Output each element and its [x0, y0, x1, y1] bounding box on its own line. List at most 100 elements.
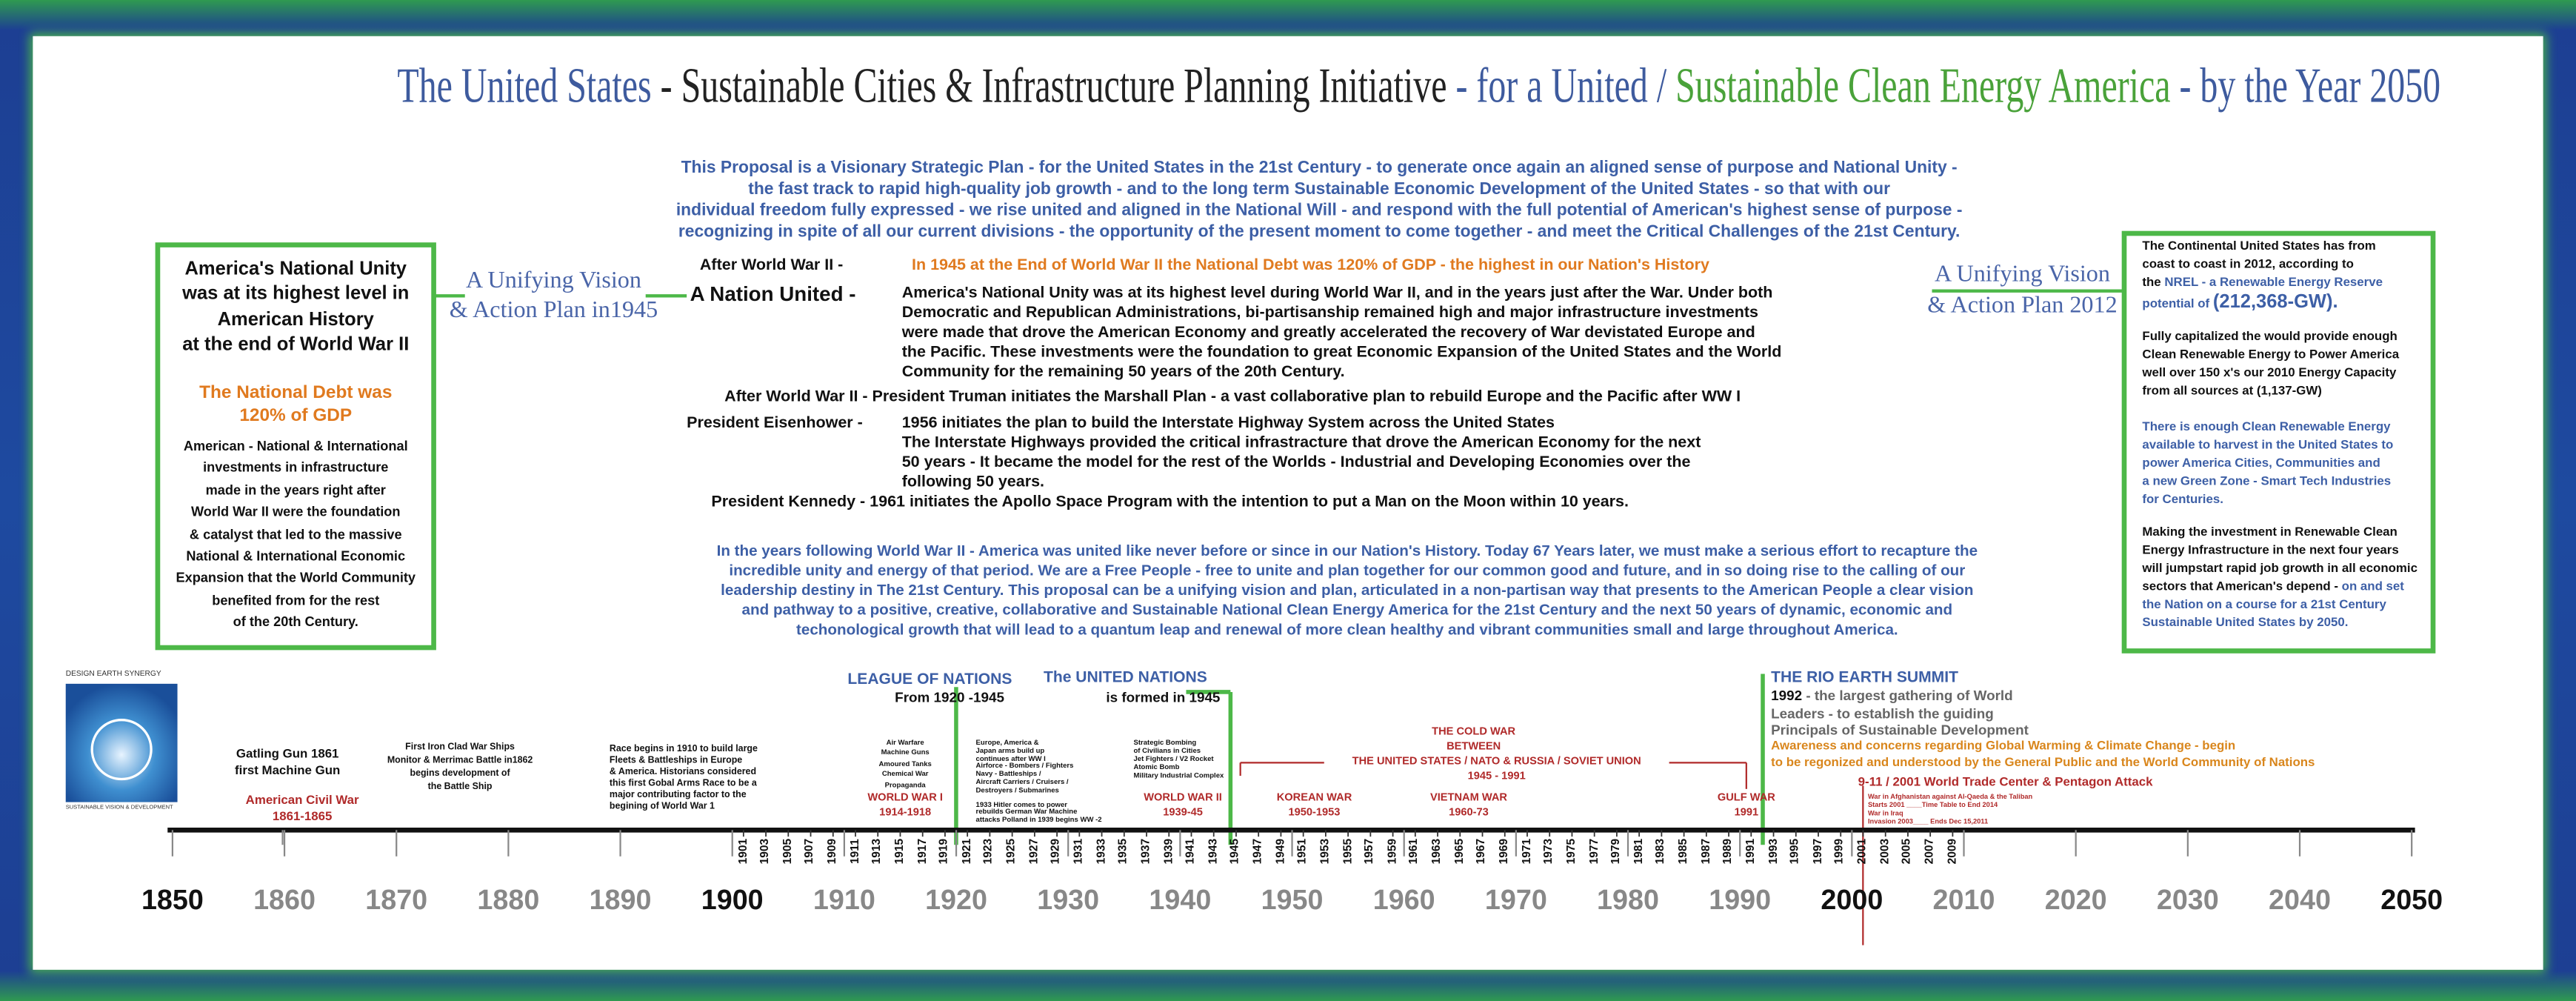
year-label: 1949 [1275, 838, 1287, 865]
text-line: Race begins in 1910 to build large [609, 744, 758, 755]
year-label: 1909 [827, 838, 839, 865]
text-line: Chemical War [881, 769, 929, 778]
eisenhower-label: President Eisenhower - [687, 414, 863, 433]
marshall: After World War II - President Truman in… [724, 388, 1741, 406]
text-line: is formed in 1945 [1106, 688, 1221, 705]
text-line: 50 years - It became the model for the r… [901, 453, 1691, 472]
text-line: Awareness and concerns regarding Global … [1771, 738, 2236, 754]
text-line: incredible unity and energy of that peri… [729, 562, 1966, 579]
decade-label: 1960 [1372, 884, 1435, 916]
year-label: 2001 [1857, 838, 1869, 865]
decade-label: 2030 [2156, 884, 2219, 916]
logo-globe [90, 718, 153, 781]
year-label: 1983 [1655, 838, 1668, 865]
year-label: 1929 [1051, 838, 1063, 865]
text-line: Leaders - to establish the guiding [1771, 704, 1994, 721]
year-label: 1967 [1476, 838, 1489, 865]
year-label: 1971 [1521, 838, 1533, 865]
text-line: the Pacific. These investments were the … [901, 343, 1782, 362]
title: The United States - Sustainable Cities &… [0, 59, 2576, 115]
year-label: 1943 [1207, 838, 1220, 865]
text-line: Air Warfare [886, 738, 924, 747]
year-label: 1947 [1252, 838, 1264, 865]
text-line: 1991 [1734, 807, 1759, 819]
year-label: 1981 [1633, 838, 1645, 865]
text-line: power America Cities, Communities and [2142, 455, 2380, 470]
year-label: 1913 [872, 838, 884, 865]
text-line: 1933 Hitler comes to power [975, 799, 1068, 808]
text-line: major contributing factor to the [609, 791, 747, 801]
year-label: 1991 [1745, 838, 1758, 865]
left-box [155, 242, 436, 651]
nation-united-label: A Nation United - [690, 282, 856, 306]
decade-label: 1880 [477, 884, 540, 916]
text-line: Gatling Gun 1861 [236, 746, 339, 762]
text-line: Destroyers / Submarines [975, 785, 1059, 794]
year-label: 1907 [804, 838, 817, 865]
text-line: & Action Plan in1945 [449, 297, 658, 325]
year-label: 1941 [1185, 838, 1198, 865]
text-line: 1960-73 [1449, 807, 1489, 819]
year-label: 1921 [961, 838, 973, 865]
text-line: LEAGUE OF NATIONS [847, 671, 1012, 689]
text-line: a new Green Zone - Smart Tech Industries [2142, 473, 2392, 488]
text: (212,368-GW). [2212, 292, 2338, 313]
year-label: 1901 [738, 838, 750, 865]
text-line: The UNITED NATIONS [1043, 668, 1207, 688]
text-line: Navy - Battleships / [975, 769, 1041, 778]
text-line: 1945 - 1991 [1467, 771, 1526, 782]
title-part: - by the Year 2050 [2179, 59, 2441, 114]
title-part: The United States [397, 59, 652, 114]
text-line: American Civil War [245, 792, 359, 808]
text-line: and pathway to a positive, creative, col… [741, 601, 1953, 619]
text-line: this first Gobal Arms Race to be a [609, 779, 757, 789]
text-line: VIETNAM WAR [1429, 792, 1507, 804]
title-part: - for a United / [1455, 59, 1667, 114]
year-label: 1977 [1588, 838, 1601, 865]
year-label: 1939 [1163, 838, 1175, 865]
text-line: 9-11 / 2001 World Trade Center & Pentago… [1858, 774, 2153, 789]
text-line: Starts 2001 ____Time Table to End 2014 [1867, 800, 1998, 809]
logo-bottom: SUSTAINABLE VISION & DEVELOPMENT [65, 803, 173, 811]
text-line: Fully capitalized the would provide enou… [2142, 328, 2398, 344]
text-line: WORLD WAR II [1144, 792, 1222, 804]
year-label: 1995 [1790, 838, 1802, 865]
text-line: THE COLD WAR [1432, 726, 1516, 739]
text-line: Energy Infrastructure in the next four y… [2142, 542, 2399, 558]
text-line: of Civilians in Cities [1133, 746, 1201, 755]
text-line: THE UNITED STATES / NATO & RUSSIA / SOVI… [1352, 756, 1641, 768]
text-line: Machine Guns [881, 748, 930, 757]
text: on and set [2341, 578, 2404, 593]
year-label: 1927 [1029, 838, 1041, 865]
text-line: This Proposal is a Visionary Strategic P… [681, 159, 1958, 178]
text-line: was at its highest level in [182, 285, 410, 305]
year-label: 2007 [1924, 838, 1936, 865]
text-line: 120% of GDP [239, 405, 353, 426]
text-line: KOREAN WAR [1276, 792, 1352, 804]
right-box [2121, 230, 2436, 654]
text-line: Clean Renewable Energy to Power America [2142, 347, 2400, 362]
decade-label: 1860 [253, 884, 316, 916]
year-label: 1997 [1812, 838, 1824, 865]
text-line: GULF WAR [1717, 792, 1775, 804]
decade-label: 2050 [2380, 884, 2443, 916]
text-line: well over 150 x's our 2010 Energy Capaci… [2142, 365, 2397, 380]
decade-label: 1940 [1149, 884, 1212, 916]
text-line: War in Iraq [1867, 808, 1903, 817]
text: NREL - a Renewable Energy Reserve [2164, 274, 2383, 290]
text-line: The National Debt was [199, 382, 393, 403]
text: potential of [2142, 296, 2210, 311]
text-line: Monitor & Merrimac Battle in1862 [387, 756, 533, 766]
year-label: 2009 [1946, 838, 1959, 865]
year-label: 1961 [1409, 838, 1421, 865]
year-label: 1917 [916, 838, 929, 865]
logo-top: DESIGN EARTH SYNERGY [65, 668, 161, 677]
text-line: BETWEEN [1447, 740, 1501, 752]
text-line: In the years following World War II - Am… [716, 542, 1978, 559]
text-line: made in the years right after [205, 482, 386, 498]
text-line: Atomic Bomb [1133, 762, 1180, 771]
text-line: the Nation on a course for a 21st Centur… [2142, 596, 2386, 612]
text-line: Amoured Tanks [878, 759, 932, 768]
year-label: 1959 [1387, 838, 1399, 865]
